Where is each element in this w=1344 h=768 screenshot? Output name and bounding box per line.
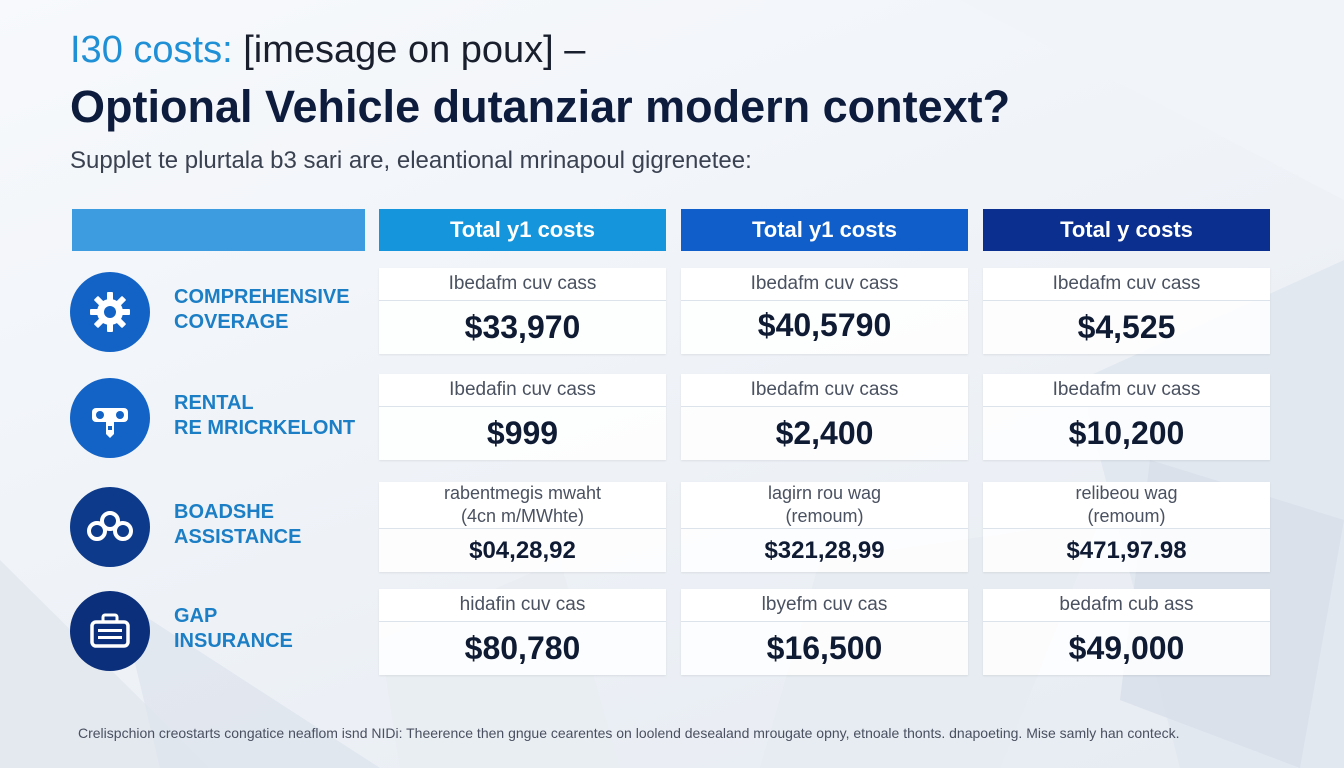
kicker-rest: [imesage on poux] – [232, 29, 586, 71]
gear-icon [70, 272, 150, 352]
row-label-roadside: BOADSHE ASSISTANCE [70, 487, 370, 567]
table-cell: relibeou wag (remoum) $471,97.98 [983, 482, 1270, 572]
row-label-text: GAP INSURANCE [174, 605, 293, 652]
table-cell: lagirn rou wag (remoum) $321,28,99 [681, 482, 968, 572]
row-label-text: BOADSHE ASSISTANCE [174, 501, 302, 548]
kicker: I30 costs: [imesage on poux] – [70, 28, 585, 72]
row-label-rental: RENTAL RE MRICRKELONT [70, 378, 370, 458]
table-cell: Ibedafm cuv cass $10,200 [983, 374, 1270, 460]
header-blank-cell [72, 209, 365, 251]
kicker-accent: I30 costs: [70, 29, 233, 71]
table-cell: Ibedafm cuv cass $4,525 [983, 268, 1270, 354]
car-key-icon [70, 378, 150, 458]
briefcase-icon [70, 591, 150, 671]
footnote: Crelispchion creostarts congatice neaflo… [78, 725, 1180, 741]
column-header-2: Total y1 costs [681, 209, 968, 251]
row-label-text: COMPREHENSIVE COVERAGE [174, 286, 350, 333]
column-header-3: Total y costs [983, 209, 1270, 251]
row-label-gap: GAP INSURANCE [70, 591, 370, 671]
table-cell: rabentmegis mwaht (4cn m/MWhte) $04,28,92 [379, 482, 666, 572]
column-header-1: Total y1 costs [379, 209, 666, 251]
row-label-comprehensive: COMPREHENSIVE COVERAGE [70, 272, 370, 352]
row-label-text: RENTAL RE MRICRKELONT [174, 392, 356, 439]
page-subtitle: Supplet te plurtala b3 sari are, eleanti… [70, 147, 752, 174]
table-cell: Ibedafin cuv cass $999 [379, 374, 666, 460]
table-cell: bedafm cub ass $49,000 [983, 589, 1270, 675]
page-title: Optional Vehicle dutanziar modern contex… [70, 81, 1011, 132]
table-cell: Ibedafm cuv cass $33,970 [379, 268, 666, 354]
table-cell: Ibedafm cuv cass $2,400 [681, 374, 968, 460]
table-cell: lbyefm cuv cas $16,500 [681, 589, 968, 675]
table-cell: hidafin cuv cas $80,780 [379, 589, 666, 675]
table-cell: Ibedafm cuv cass $40,5790 [681, 268, 968, 354]
chain-link-icon [70, 487, 150, 567]
